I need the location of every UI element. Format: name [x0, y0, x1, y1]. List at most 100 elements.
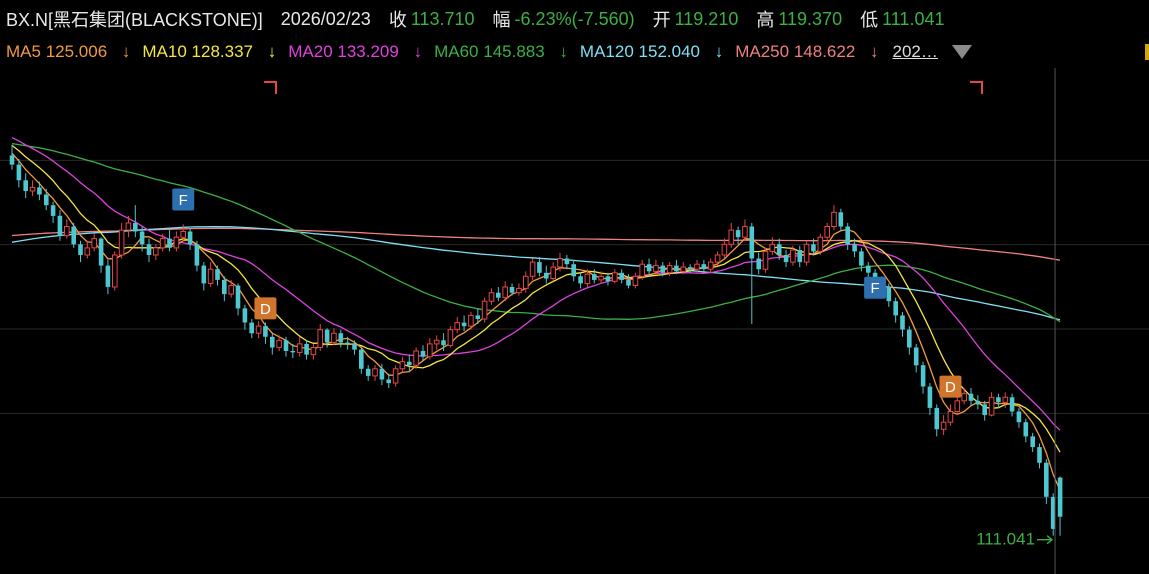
candle-body: [133, 223, 138, 232]
candle-body: [988, 396, 995, 416]
candle-body: [441, 340, 446, 346]
ma120-indicator[interactable]: MA120 152.040 ↓: [580, 42, 723, 62]
dropdown-triangle-icon[interactable]: [951, 45, 972, 59]
candle-body: [776, 244, 782, 255]
chart-overlay: 111.041: [976, 68, 1056, 574]
candle: [988, 392, 995, 417]
candle: [44, 188, 49, 211]
ma60-indicator[interactable]: MA60 145.883 ↓: [434, 42, 568, 62]
candle: [728, 222, 735, 248]
candle: [447, 326, 454, 348]
candle-body: [516, 287, 522, 294]
candle: [263, 322, 268, 344]
candle: [674, 259, 679, 275]
candle-body: [139, 231, 145, 245]
candle: [23, 173, 28, 199]
candle: [139, 226, 145, 252]
ma60-value: 145.883: [483, 42, 545, 61]
candle: [331, 328, 337, 346]
candle-body: [359, 349, 364, 369]
candle: [605, 272, 611, 286]
candle: [9, 144, 15, 170]
candle-body: [222, 279, 227, 295]
candle-body: [996, 397, 1001, 403]
candle: [187, 228, 193, 250]
signal-marker: F: [172, 188, 195, 211]
candle: [379, 363, 385, 386]
candle-body: [187, 231, 193, 245]
ma5-indicator[interactable]: MA5 125.006 ↓: [6, 42, 130, 62]
more-indicators-link[interactable]: 202…: [892, 42, 938, 61]
candle: [433, 335, 440, 350]
candle-body: [639, 263, 646, 277]
candle: [947, 404, 954, 426]
ma20-indicator[interactable]: MA20 133.209 ↓: [288, 42, 422, 62]
ma10-indicator[interactable]: MA10 128.337 ↓: [142, 42, 276, 62]
candle: [866, 262, 871, 279]
candle-body: [146, 244, 152, 255]
candle: [694, 259, 700, 273]
candle-body: [338, 333, 344, 343]
candlestick-chart[interactable]: F D F D 111.041: [0, 68, 1149, 574]
candle: [762, 247, 769, 273]
candle: [838, 208, 844, 232]
candle-body: [612, 272, 618, 282]
candle-body: [1050, 496, 1056, 529]
candle-body: [646, 264, 652, 272]
candle: [687, 264, 693, 273]
candle: [399, 356, 406, 373]
candle-body: [701, 264, 707, 270]
candle: [612, 269, 618, 284]
candle: [769, 237, 776, 255]
candle-body: [180, 231, 186, 238]
ma250-indicator[interactable]: MA250 148.622 ↓: [735, 42, 878, 62]
candle-body: [1016, 411, 1022, 423]
candle-body: [407, 361, 412, 366]
candle: [619, 269, 624, 284]
candle: [359, 347, 364, 374]
candle: [776, 238, 782, 260]
candle-body: [112, 254, 118, 288]
candle-body: [1037, 447, 1042, 463]
candle: [1030, 432, 1035, 453]
candle: [571, 259, 576, 282]
candle: [653, 259, 659, 275]
candle-body: [680, 266, 687, 272]
candle-body: [550, 266, 557, 280]
stock-symbol[interactable]: BX.N[黑石集团(BLACKSTONE)]: [6, 10, 263, 30]
candle-body: [666, 265, 673, 274]
candle: [461, 315, 467, 332]
candle-body: [57, 215, 63, 236]
candle-body: [817, 236, 824, 252]
candle: [516, 283, 522, 296]
candle-body: [714, 254, 721, 263]
candle-body: [592, 274, 597, 280]
candle: [105, 259, 111, 295]
candle-body: [537, 262, 542, 273]
candle-body: [304, 343, 309, 355]
candle: [523, 271, 529, 293]
ma250-line: [11, 227, 1061, 261]
candle-body: [276, 339, 282, 348]
candle: [578, 272, 583, 289]
candle: [557, 252, 563, 272]
chart-grid: [0, 81, 1149, 499]
candle-body: [255, 325, 262, 334]
candle-body: [263, 326, 268, 337]
ma5-value: 125.006: [45, 42, 108, 61]
candle: [783, 249, 789, 268]
candle-body: [886, 287, 892, 302]
ma10-down-arrow-icon: ↓: [267, 42, 277, 61]
candle-body: [1023, 422, 1029, 437]
candle: [270, 333, 275, 355]
signal-marker-box: [939, 375, 962, 398]
candle: [215, 265, 220, 286]
candle-body: [571, 264, 576, 277]
close-value: 113.710: [410, 8, 475, 29]
signal-marker-box: [172, 188, 195, 211]
candle: [481, 297, 488, 323]
candle-body: [502, 286, 508, 299]
signal-marker-label: F: [179, 192, 188, 209]
ma20-down-arrow-icon: ↓: [413, 42, 423, 61]
candle: [831, 205, 837, 231]
